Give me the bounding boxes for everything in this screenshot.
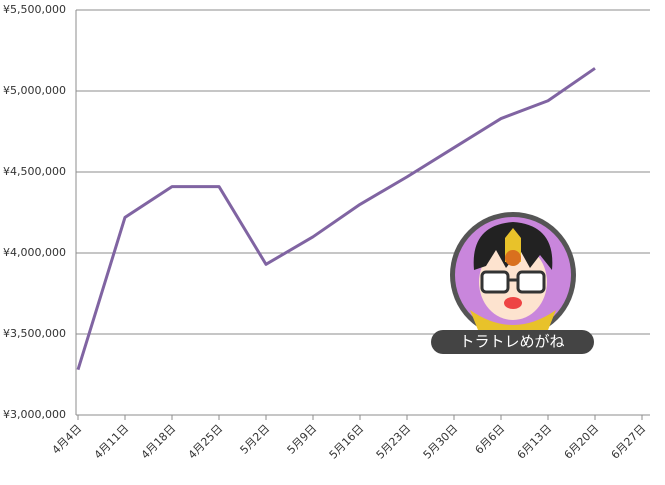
- y-tick-label: ¥3,500,000: [3, 327, 66, 340]
- avatar: [431, 212, 594, 354]
- x-tick-label: 6月6日: [473, 422, 508, 457]
- x-tick-label: 4月25日: [186, 422, 226, 462]
- x-tick-label: 5月23日: [374, 422, 414, 462]
- y-tick-label: ¥4,500,000: [3, 165, 66, 178]
- y-tick-label: ¥5,000,000: [3, 84, 66, 97]
- y-tick-label: ¥4,000,000: [3, 246, 66, 259]
- x-tick-label: 5月30日: [421, 422, 461, 462]
- x-tick-label: 5月2日: [238, 422, 273, 457]
- x-tick-label: 4月11日: [92, 422, 132, 462]
- y-tick-label: ¥3,000,000: [3, 408, 66, 421]
- x-tick-label: 6月13日: [515, 422, 555, 462]
- x-tick-label: 6月27日: [609, 422, 649, 462]
- x-tick-label: 6月20日: [562, 422, 602, 462]
- line-series: [76, 67, 596, 371]
- annotation: トラトレめがね: [459, 333, 564, 351]
- x-tick-label: 4月18日: [139, 422, 179, 462]
- y-tick-label: ¥5,500,000: [3, 3, 66, 16]
- x-tick-label: 5月9日: [285, 422, 320, 457]
- x-tick-label: 4月4日: [50, 422, 85, 457]
- x-tick-label: 5月16日: [327, 422, 367, 462]
